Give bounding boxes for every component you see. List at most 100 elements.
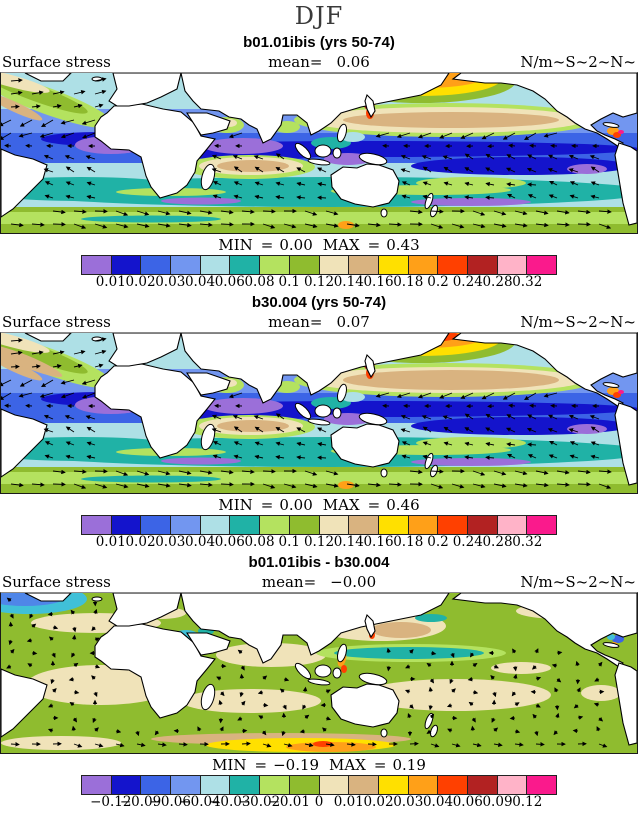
colorbar-tick-label: 0.04 — [423, 795, 453, 810]
colorbar-segment — [82, 776, 112, 794]
colorbar-tick-label: 0.2 — [427, 535, 448, 550]
colorbar-segment — [112, 776, 142, 794]
colorbar-segment — [260, 776, 290, 794]
colorbar-tick-label: 0.03 — [393, 795, 423, 810]
colorbar-tick-label: 0.01 — [334, 795, 364, 810]
min-label: MIN — [218, 496, 252, 514]
map-panel-3 — [0, 592, 638, 754]
panel-difference: b01.01ibis - b30.004 Surface stress mean… — [0, 554, 638, 810]
colorbar-tick-label: 0.01 — [96, 535, 126, 550]
colorbar-segment — [141, 516, 171, 534]
colorbar-tick-label: 0 — [315, 795, 324, 810]
colorbar-tick-label: 0.12 — [304, 275, 334, 290]
colorbar-segment — [230, 776, 260, 794]
colorbar-segment — [468, 776, 498, 794]
mean-value: 0.06 — [336, 53, 369, 71]
colorbar-segment — [260, 516, 290, 534]
colorbar-tick-label: 0.04 — [185, 275, 215, 290]
units-label: N/m~S~2~N~ — [370, 313, 636, 331]
colorbar-tick-label: 0.1 — [279, 535, 300, 550]
max-label: MAX — [329, 756, 366, 774]
colorbar-segment — [379, 516, 409, 534]
colorbar-tick-label: 0.18 — [393, 275, 423, 290]
colorbar-segment — [527, 256, 556, 274]
page-title: DJF — [0, 2, 638, 30]
colorbar-segment — [201, 776, 231, 794]
colorbar-segment — [230, 516, 260, 534]
colorbar-segment — [409, 776, 439, 794]
colorbar-3 — [81, 775, 557, 795]
colorbar-tick-label: 0.01 — [96, 275, 126, 290]
map-canvas-3 — [1, 593, 637, 753]
panel-title: b01.01ibis - b30.004 — [0, 554, 638, 572]
colorbar-tick-label: 0.28 — [482, 275, 512, 290]
mean-readout: mean= −0.00 — [262, 573, 376, 591]
colorbar-tick-label: 0.02 — [363, 795, 393, 810]
colorbar-tick-label: 0.04 — [185, 535, 215, 550]
max-value: 0.19 — [393, 756, 426, 774]
units-label: N/m~S~2~N~ — [370, 53, 636, 71]
field-label: Surface stress — [2, 573, 262, 591]
min-value: 0.00 — [279, 496, 312, 514]
colorbar-tick-label: 0.12 — [512, 795, 542, 810]
mean-label: mean= — [268, 53, 322, 71]
colorbar-segment — [527, 776, 556, 794]
mean-readout: mean=0.07 — [268, 313, 370, 331]
colorbar-tick-label: 0.02 — [125, 535, 155, 550]
colorbar-segment — [349, 516, 379, 534]
colorbar-tick-label: 0.16 — [363, 535, 393, 550]
colorbar-segment — [438, 516, 468, 534]
colorbar-tick-label: 0.06 — [453, 795, 483, 810]
colorbar-segment — [112, 256, 142, 274]
panel-b01-01ibis: b01.01ibis (yrs 50-74) Surface stress me… — [0, 34, 638, 290]
colorbar-segment — [290, 516, 320, 534]
colorbar-segment — [409, 516, 439, 534]
colorbar-tick-label: 0.03 — [155, 535, 185, 550]
mean-readout: mean= 0.06 — [268, 53, 370, 71]
colorbar-tick-label: 0.2 — [427, 275, 448, 290]
min-label: MIN — [218, 236, 252, 254]
colorbar-segment — [468, 256, 498, 274]
map-panel-1 — [0, 72, 638, 234]
colorbar-segment — [320, 776, 350, 794]
colorbar-tick-label: 0.24 — [453, 535, 483, 550]
colorbar-segment — [230, 256, 260, 274]
colorbar-segment — [171, 776, 201, 794]
min-value: 0.00 — [279, 236, 312, 254]
colorbar-tick-label: −0.01 — [269, 795, 310, 810]
mean-value: 0.07 — [336, 313, 369, 331]
colorbar-segment — [82, 256, 112, 274]
units-label: N/m~S~2~N~ — [376, 573, 636, 591]
colorbar-tick-label: 0.14 — [334, 535, 364, 550]
mean-value: −0.00 — [330, 573, 376, 591]
colorbar-segment — [201, 256, 231, 274]
colorbar-segment — [438, 256, 468, 274]
panel-title: b01.01ibis (yrs 50-74) — [0, 34, 638, 52]
colorbar-segment — [171, 516, 201, 534]
colorbar-segment — [379, 776, 409, 794]
colorbar-segment — [141, 776, 171, 794]
colorbar-tick-label: 0.24 — [453, 275, 483, 290]
colorbar-tick-label: 0.09 — [482, 795, 512, 810]
colorbar-segment — [468, 516, 498, 534]
max-label: MAX — [323, 236, 360, 254]
mean-label: mean= — [262, 573, 316, 591]
max-label: MAX — [323, 496, 360, 514]
colorbar-segment — [82, 516, 112, 534]
colorbar-tick-label: 0.06 — [215, 535, 245, 550]
colorbar-segment — [498, 516, 528, 534]
colorbar-segment — [320, 516, 350, 534]
colorbar-tick-label: 0.08 — [244, 275, 274, 290]
panel-b30-004: b30.004 (yrs 50-74) Surface stress mean=… — [0, 294, 638, 550]
colorbar-tick-label: 0.18 — [393, 535, 423, 550]
colorbar-segment — [438, 776, 468, 794]
map-canvas-2 — [1, 333, 637, 493]
colorbar-tick-label: 0.1 — [279, 275, 300, 290]
map-panel-2 — [0, 332, 638, 494]
colorbar-tick-label: 0.06 — [215, 275, 245, 290]
